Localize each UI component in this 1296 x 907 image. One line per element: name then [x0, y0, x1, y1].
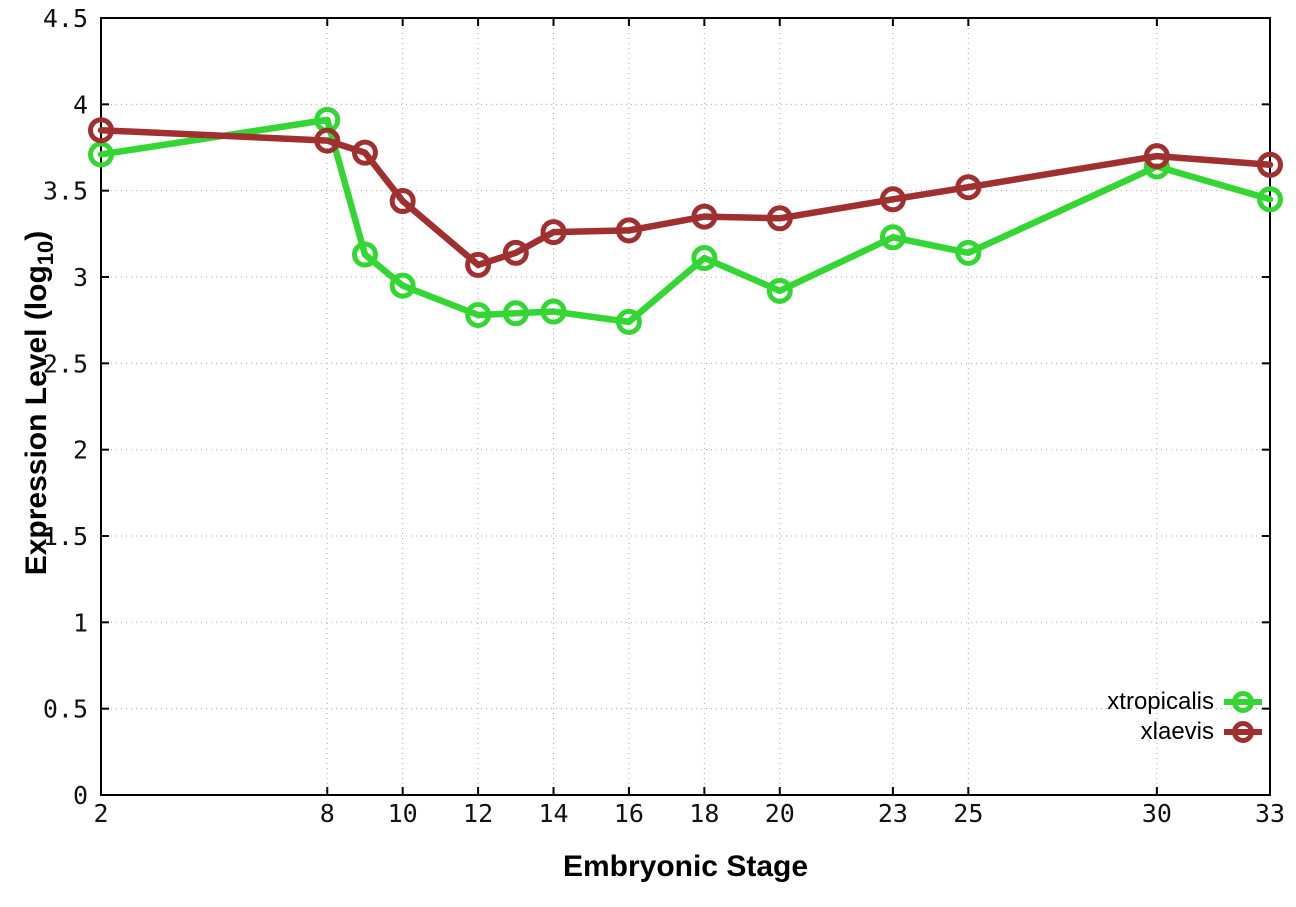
- data-point-xlaevis: [1257, 151, 1283, 178]
- data-series: [88, 106, 1283, 335]
- data-point-xlaevis: [502, 239, 529, 266]
- y-tick-label: 3.5: [43, 177, 88, 206]
- xtropicalis-circle-marker-icon: [1232, 691, 1254, 713]
- data-point-xtropicalis: [88, 141, 114, 168]
- data-point-xlaevis: [88, 117, 114, 144]
- data-point-xtropicalis: [766, 277, 793, 304]
- x-tick-label: 12: [463, 799, 493, 828]
- xlaevis-circle-marker-icon: [1232, 721, 1254, 743]
- y-tick-label: 1: [73, 608, 88, 637]
- x-tick-label: 20: [765, 799, 795, 828]
- data-point-xlaevis: [766, 205, 793, 232]
- y-tick-label: 3: [73, 263, 88, 292]
- data-point-xlaevis: [540, 219, 567, 246]
- data-point-xtropicalis: [879, 224, 906, 251]
- data-point-xtropicalis: [540, 298, 567, 325]
- data-point-xlaevis: [389, 188, 416, 215]
- y-tick-label: 2.5: [43, 349, 88, 378]
- data-point-xtropicalis: [691, 245, 718, 272]
- y-axis-title-subscript: 10: [33, 240, 58, 266]
- data-point-xlaevis: [955, 174, 982, 201]
- tick-labels: 2 8 10 12 14 16 18 20 23 25 30 33 0 0.5 1 1.5 2 2.5 3 3.5 4 4…: [43, 4, 1285, 828]
- data-point-xtropicalis: [502, 300, 529, 327]
- xtropicalis-line-marker-sample: [1224, 690, 1262, 714]
- x-tick-label: 10: [388, 799, 418, 828]
- data-point-xlaevis: [615, 217, 642, 244]
- data-point-xlaevis: [691, 203, 718, 230]
- y-axis-title-close: ): [20, 230, 53, 241]
- x-tick-label: 8: [320, 799, 335, 828]
- grid-lines: [101, 18, 1270, 795]
- data-point-xtropicalis: [1257, 186, 1283, 213]
- y-axis-title-text: Expression Level (log: [20, 265, 53, 576]
- plot-border: [100, 17, 1271, 796]
- x-tick-label: 2: [93, 799, 108, 828]
- legend-item-xlaevis: xlaevis: [1107, 717, 1262, 747]
- y-tick-label: 1.5: [43, 522, 88, 551]
- data-point-xlaevis: [1143, 143, 1170, 170]
- data-point-xlaevis: [314, 127, 341, 154]
- x-axis-title: Embryonic Stage: [562, 850, 809, 883]
- data-point-xtropicalis: [351, 241, 378, 268]
- x-tick-label: 18: [689, 799, 719, 828]
- xlaevis-line-marker-sample: [1224, 720, 1262, 744]
- x-tick-label: 25: [953, 799, 983, 828]
- x-tick-label: 16: [614, 799, 644, 828]
- x-tick-label: 23: [878, 799, 908, 828]
- legend-label-xlaevis: xlaevis: [1140, 718, 1214, 745]
- legend-item-xtropicalis: xtropicalis: [1107, 687, 1262, 717]
- x-tick-label: 14: [538, 799, 568, 828]
- y-axis-title: Expression Level (log10): [19, 193, 58, 613]
- data-point-xtropicalis: [465, 301, 492, 328]
- y-tick-label: 4: [73, 90, 88, 119]
- y-tick-label: 4.5: [43, 4, 88, 33]
- legend: xtropicalis xlaevis: [1107, 687, 1262, 747]
- data-point-xtropicalis: [615, 308, 642, 335]
- y-tick-label: 0.5: [43, 695, 88, 724]
- data-point-xlaevis: [879, 186, 906, 213]
- legend-label-xtropicalis: xtropicalis: [1107, 688, 1214, 715]
- y-tick-label: 0: [73, 781, 88, 810]
- y-tick-label: 2: [73, 436, 88, 465]
- axes-and-ticks: [100, 17, 1271, 796]
- data-point-xtropicalis: [389, 272, 416, 299]
- data-point-xlaevis: [465, 251, 492, 278]
- x-tick-label: 33: [1255, 799, 1285, 828]
- x-tick-label: 30: [1142, 799, 1172, 828]
- data-point-xlaevis: [351, 139, 378, 166]
- data-point-xtropicalis: [955, 239, 982, 266]
